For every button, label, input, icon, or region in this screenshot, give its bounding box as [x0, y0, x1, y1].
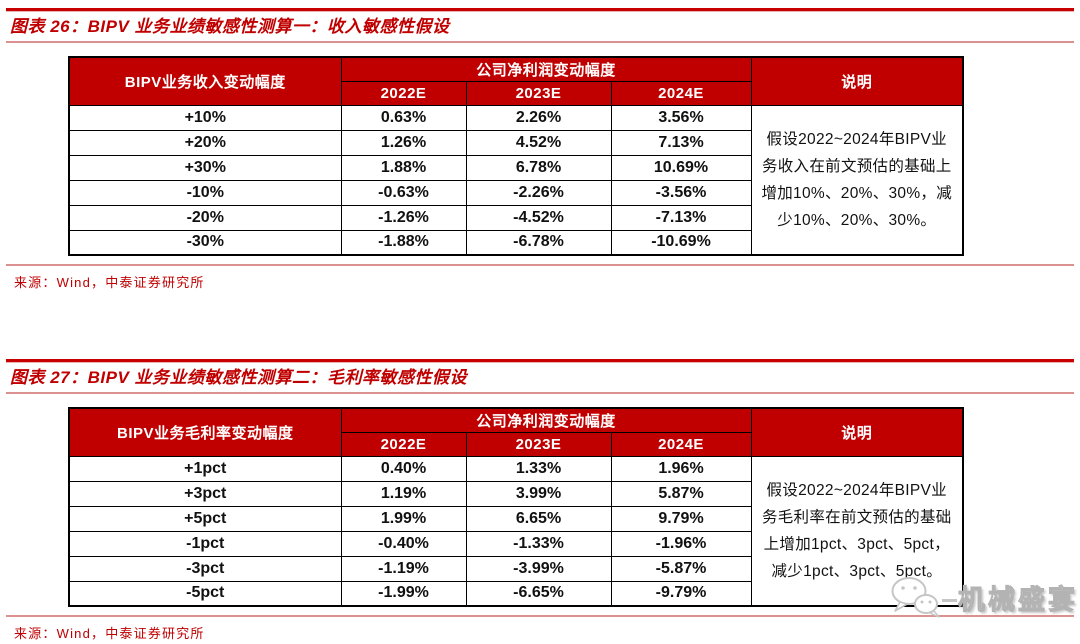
value-cell: 1.26%	[340, 129, 467, 156]
table-row: +30% 1.88% 6.78% 10.69%	[68, 154, 963, 181]
value-cell: 1.33%	[465, 455, 612, 482]
column-header-revenue-change: BIPV业务收入变动幅度	[68, 56, 342, 106]
year-header-2023e: 2023E	[465, 80, 612, 106]
change-cell: +20%	[68, 129, 342, 156]
value-cell: -1.26%	[340, 204, 467, 231]
red-divider-thin	[6, 392, 1074, 394]
change-cell: -30%	[68, 229, 342, 256]
value-cell: -1.99%	[340, 580, 467, 607]
table-row: +10% 0.63% 2.26% 3.56% 假设2022~2024年BIPV业…	[68, 104, 964, 256]
value-cell: 2.26%	[465, 104, 612, 131]
note-cell: 假设2022~2024年BIPV业务毛利率在前文预估的基础上增加1pct、3pc…	[750, 455, 964, 607]
change-cell: -10%	[68, 179, 342, 206]
value-cell: -2.26%	[465, 179, 612, 206]
change-cell: -20%	[68, 204, 342, 231]
figure-27-title: 图表 27：BIPV 业务业绩敏感性测算二：毛利率敏感性假设	[10, 368, 468, 387]
red-divider-thin	[6, 615, 1074, 617]
revenue-sensitivity-table: BIPV业务收入变动幅度 公司净利润变动幅度 说明 2022E 2023E 20…	[68, 56, 964, 256]
change-cell: -5pct	[68, 580, 342, 607]
value-cell: 6.78%	[465, 154, 612, 181]
table-row: +3pct 1.19% 3.99% 5.87%	[68, 480, 963, 507]
table-subheader-row: 2022E 2023E 2024E	[69, 431, 963, 457]
change-cell: +30%	[68, 154, 342, 181]
value-cell: -9.79%	[610, 580, 752, 607]
table-row: +20% 1.26% 4.52% 7.13%	[68, 129, 963, 156]
column-header-margin-change: BIPV业务毛利率变动幅度	[68, 407, 342, 457]
year-header-2022e: 2022E	[340, 80, 467, 106]
value-cell: -1.96%	[610, 530, 752, 557]
value-cell: -0.40%	[340, 530, 467, 557]
table-header-row: BIPV业务收入变动幅度 公司净利润变动幅度 说明	[68, 56, 964, 106]
table-row: -1pct -0.40% -1.33% -1.96%	[68, 530, 963, 557]
change-cell: -1pct	[68, 530, 342, 557]
value-cell: 9.79%	[610, 505, 752, 532]
figure-26-title: 图表 26：BIPV 业务业绩敏感性测算一：收入敏感性假设	[10, 17, 450, 36]
value-cell: -1.88%	[340, 229, 467, 256]
value-cell: 1.96%	[610, 455, 752, 482]
change-cell: -3pct	[68, 555, 342, 582]
change-cell: +10%	[68, 104, 342, 131]
column-header-note: 说明	[750, 56, 964, 106]
value-cell: -6.65%	[465, 580, 612, 607]
value-cell: 1.99%	[340, 505, 467, 532]
table-row: -5pct -1.99% -6.65% -9.79%	[68, 580, 963, 607]
value-cell: -0.63%	[340, 179, 467, 206]
value-cell: 4.52%	[465, 129, 612, 156]
value-cell: -1.19%	[340, 555, 467, 582]
table-subheader-row: 2022E 2023E 2024E	[69, 80, 963, 106]
value-cell: -3.99%	[465, 555, 612, 582]
red-divider-thin	[6, 264, 1074, 266]
value-cell: 10.69%	[610, 154, 752, 181]
change-cell: +1pct	[68, 455, 342, 482]
column-header-net-profit-group: 公司净利润变动幅度	[340, 56, 752, 82]
value-cell: 7.13%	[610, 129, 752, 156]
value-cell: -3.56%	[610, 179, 752, 206]
table-row: -10% -0.63% -2.26% -3.56%	[68, 179, 963, 206]
value-cell: -1.33%	[465, 530, 612, 557]
table-row: +1pct 0.40% 1.33% 1.96% 假设2022~2024年BIPV…	[68, 455, 964, 607]
note-cell: 假设2022~2024年BIPV业务收入在前文预估的基础上增加10%、20%、3…	[750, 104, 964, 256]
value-cell: 3.99%	[465, 480, 612, 507]
value-cell: 0.63%	[340, 104, 467, 131]
value-cell: 6.65%	[465, 505, 612, 532]
value-cell: 5.87%	[610, 480, 752, 507]
red-divider-thick	[6, 8, 1074, 11]
red-divider-thick	[6, 359, 1074, 362]
table-row: -20% -1.26% -4.52% -7.13%	[68, 204, 963, 231]
source-note: 来源：Wind，中泰证券研究所	[14, 626, 205, 641]
value-cell: -7.13%	[610, 204, 752, 231]
margin-sensitivity-table: BIPV业务毛利率变动幅度 公司净利润变动幅度 说明 2022E 2023E 2…	[68, 407, 964, 607]
change-cell: +5pct	[68, 505, 342, 532]
value-cell: 3.56%	[610, 104, 752, 131]
year-header-2024e: 2024E	[610, 80, 752, 106]
value-cell: 1.88%	[340, 154, 467, 181]
figure-27-section: 图表 27：BIPV 业务业绩敏感性测算二：毛利率敏感性假设 BIPV业务毛利率…	[0, 351, 1080, 642]
value-cell: 0.40%	[340, 455, 467, 482]
source-note: 来源：Wind，中泰证券研究所	[14, 275, 205, 290]
red-divider-thin	[6, 41, 1074, 43]
figure-26-section: 图表 26：BIPV 业务业绩敏感性测算一：收入敏感性假设 BIPV业务收入变动…	[0, 0, 1080, 291]
value-cell: -4.52%	[465, 204, 612, 231]
column-header-note: 说明	[750, 407, 964, 457]
column-header-net-profit-group: 公司净利润变动幅度	[340, 407, 752, 433]
value-cell: -6.78%	[465, 229, 612, 256]
year-header-2022e: 2022E	[340, 431, 467, 457]
value-cell: -5.87%	[610, 555, 752, 582]
value-cell: -10.69%	[610, 229, 752, 256]
table-row: -30% -1.88% -6.78% -10.69%	[68, 229, 963, 256]
year-header-2024e: 2024E	[610, 431, 752, 457]
table-header-row: BIPV业务毛利率变动幅度 公司净利润变动幅度 说明	[68, 407, 964, 457]
year-header-2023e: 2023E	[465, 431, 612, 457]
change-cell: +3pct	[68, 480, 342, 507]
value-cell: 1.19%	[340, 480, 467, 507]
